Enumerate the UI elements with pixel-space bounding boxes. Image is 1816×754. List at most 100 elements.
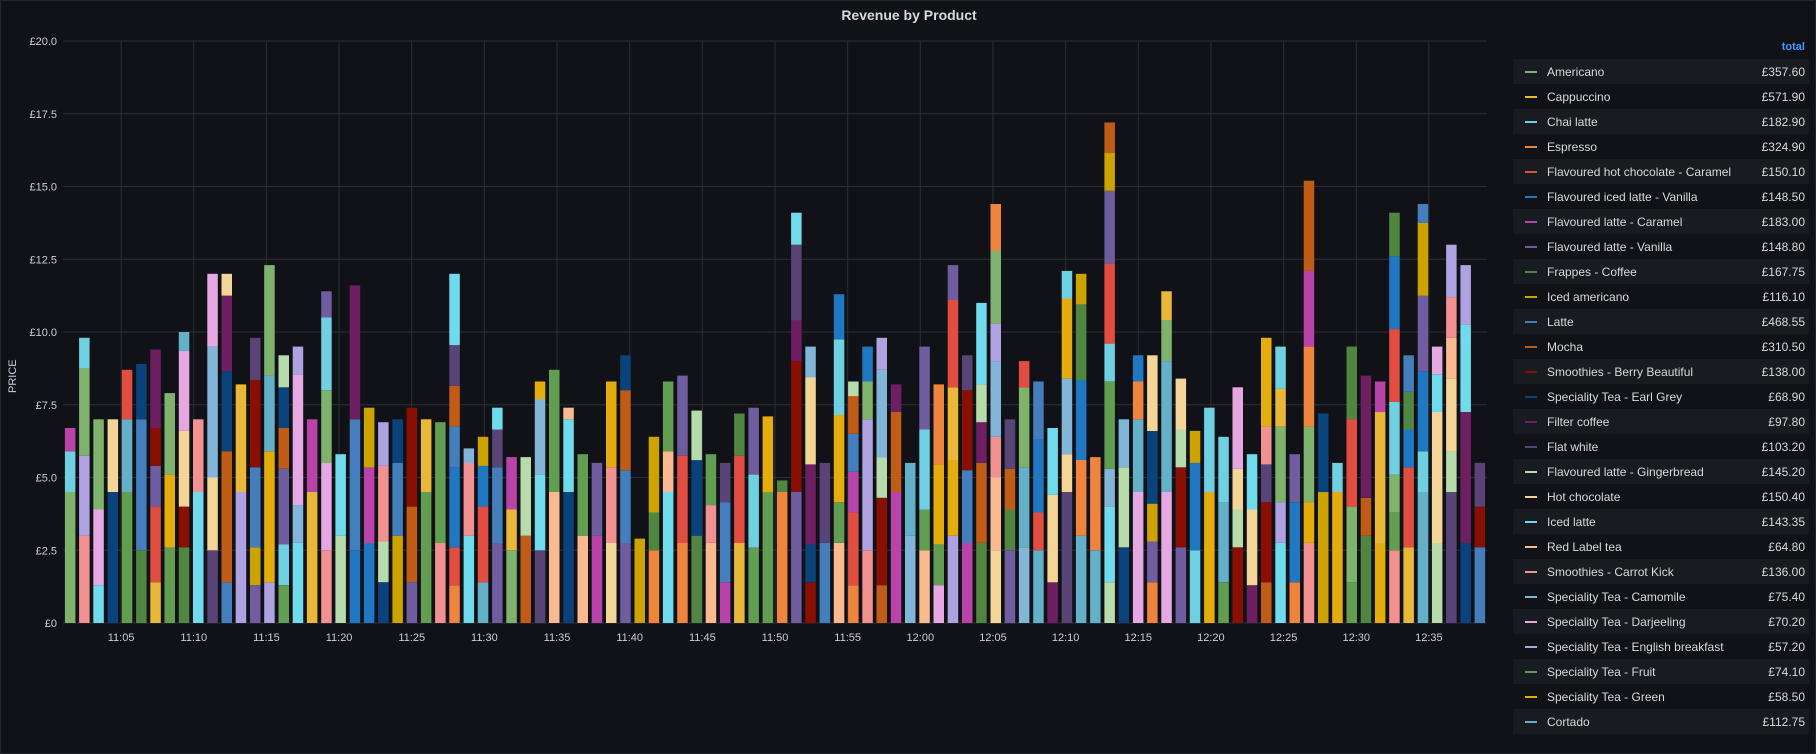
bar-stack (1403, 355, 1414, 623)
bar-segment (862, 419, 873, 551)
legend-item[interactable]: Frappes - Coffee £167.75 (1513, 259, 1809, 284)
bar-segment (136, 550, 147, 624)
bar-segment (1389, 212, 1400, 257)
bar-stack (1047, 428, 1058, 623)
bar-segment (691, 410, 702, 461)
x-tick-label: 11:10 (180, 632, 207, 644)
bar-stack (819, 462, 831, 623)
bar-segment (79, 535, 90, 623)
bar-stack (235, 384, 247, 623)
legend-item[interactable]: Flavoured latte - Caramel £183.00 (1513, 209, 1809, 234)
x-tick-label: 12:05 (979, 632, 1007, 644)
bar-segment (947, 535, 959, 623)
bar-segment (1446, 492, 1457, 623)
legend-item[interactable]: Americano £357.60 (1513, 59, 1809, 84)
legend-item[interactable]: Speciality Tea - Darjeeling £70.20 (1513, 609, 1809, 634)
legend-item[interactable]: Flavoured latte - Vanilla £148.80 (1513, 234, 1809, 259)
legend-item[interactable]: Flat white £103.20 (1513, 434, 1809, 459)
bar-segment (791, 212, 802, 245)
bar-segment (250, 585, 261, 623)
legend-item[interactable]: Speciality Tea - Green £58.50 (1513, 684, 1809, 709)
legend-item[interactable]: Red Label tea £64.80 (1513, 534, 1809, 559)
legend-series-name: Smoothies - Carrot Kick (1547, 564, 1674, 579)
bar-segment (250, 547, 261, 586)
x-tick-label: 12:15 (1124, 632, 1152, 644)
bar-segment (492, 543, 503, 623)
legend-item[interactable]: Hot chocolate £150.40 (1513, 484, 1809, 509)
bar-segment (1403, 391, 1414, 430)
bar-segment (1303, 426, 1315, 503)
bar-segment (1004, 419, 1016, 469)
bar-segment (1318, 413, 1329, 493)
legend-item[interactable]: Speciality Tea - Camomile £75.40 (1513, 584, 1809, 609)
bar-segment (392, 419, 403, 463)
legend-item[interactable]: Cappuccino £571.90 (1513, 84, 1809, 109)
bar-segment (1346, 506, 1357, 583)
bar-stack (719, 462, 731, 623)
legend-item[interactable]: Flavoured iced latte - Vanilla £148.50 (1513, 184, 1809, 209)
legend-swatch (1525, 545, 1537, 548)
bar-segment (1431, 374, 1443, 412)
legend-item[interactable]: Latte £468.55 (1513, 309, 1809, 334)
bar-segment (962, 543, 973, 623)
legend-item[interactable]: Smoothies - Carrot Kick £136.00 (1513, 559, 1809, 584)
bar-segment (207, 477, 218, 551)
bar-segment (292, 505, 304, 543)
bar-segment (363, 407, 375, 468)
bar-segment (705, 454, 717, 506)
bar-segment (1204, 492, 1215, 623)
legend-item[interactable]: Flavoured hot chocolate - Caramel £150.10 (1513, 159, 1809, 184)
bar-segment (420, 419, 432, 492)
bar-segment (264, 451, 275, 583)
bar-segment (264, 265, 275, 376)
legend-item[interactable]: Iced americano £116.10 (1513, 284, 1809, 309)
bar-segment (1232, 547, 1243, 623)
bar-segment (833, 502, 845, 543)
legend-total-header[interactable]: total (1781, 41, 1805, 53)
bar-segment (848, 512, 859, 586)
bar-segment (990, 250, 1001, 324)
legend-series-name: Smoothies - Berry Beautiful (1547, 364, 1694, 379)
bar-segment (150, 428, 161, 466)
legend-swatch (1525, 220, 1537, 223)
bar-stack (136, 364, 147, 624)
bar-segment (1189, 462, 1201, 551)
bar-segment (1147, 430, 1158, 504)
legend-swatch (1525, 70, 1537, 73)
bar-segment (1047, 428, 1058, 495)
bar-segment (1389, 401, 1400, 475)
bar-segment (406, 582, 418, 623)
legend-swatch (1525, 620, 1537, 623)
bar-segment (662, 381, 674, 452)
legend-item[interactable]: Speciality Tea - Earl Grey £68.90 (1513, 384, 1809, 409)
bar-segment (819, 543, 831, 623)
bar-segment (121, 369, 133, 420)
legend-item[interactable]: Espresso £324.90 (1513, 134, 1809, 159)
bar-segment (1232, 468, 1243, 510)
bar-segment (321, 317, 332, 391)
legend-item[interactable]: Flavoured latte - Gingerbread £145.20 (1513, 459, 1809, 484)
bar-segment (577, 535, 588, 623)
legend-item[interactable]: Smoothies - Berry Beautiful £138.00 (1513, 359, 1809, 384)
bar-segment (64, 451, 76, 492)
legend-item[interactable]: Iced latte £143.35 (1513, 509, 1809, 534)
bar-segment (1033, 439, 1044, 513)
bar-stack (620, 355, 631, 623)
bar-segment (990, 550, 1001, 624)
legend-item[interactable]: Speciality Tea - Fruit £74.10 (1513, 659, 1809, 684)
bar-segment (947, 460, 959, 536)
legend-item[interactable]: Speciality Tea - English breakfast £57.20 (1513, 634, 1809, 659)
bar-stack (1318, 413, 1329, 623)
legend-item[interactable]: Filter coffee £97.80 (1513, 409, 1809, 434)
bar-segment (292, 346, 304, 375)
legend-item[interactable]: Cortado £112.75 (1513, 709, 1809, 734)
bar-stack (150, 349, 161, 623)
legend-item[interactable]: Mocha £310.50 (1513, 334, 1809, 359)
bar-segment (107, 492, 119, 623)
legend-item[interactable]: Chai latte £182.90 (1513, 109, 1809, 134)
bar-stack (1075, 273, 1087, 623)
bar-stack (933, 384, 944, 623)
legend-series-total: £183.00 (1761, 214, 1805, 229)
bar-segment (1261, 502, 1272, 583)
bar-segment (1261, 426, 1272, 465)
